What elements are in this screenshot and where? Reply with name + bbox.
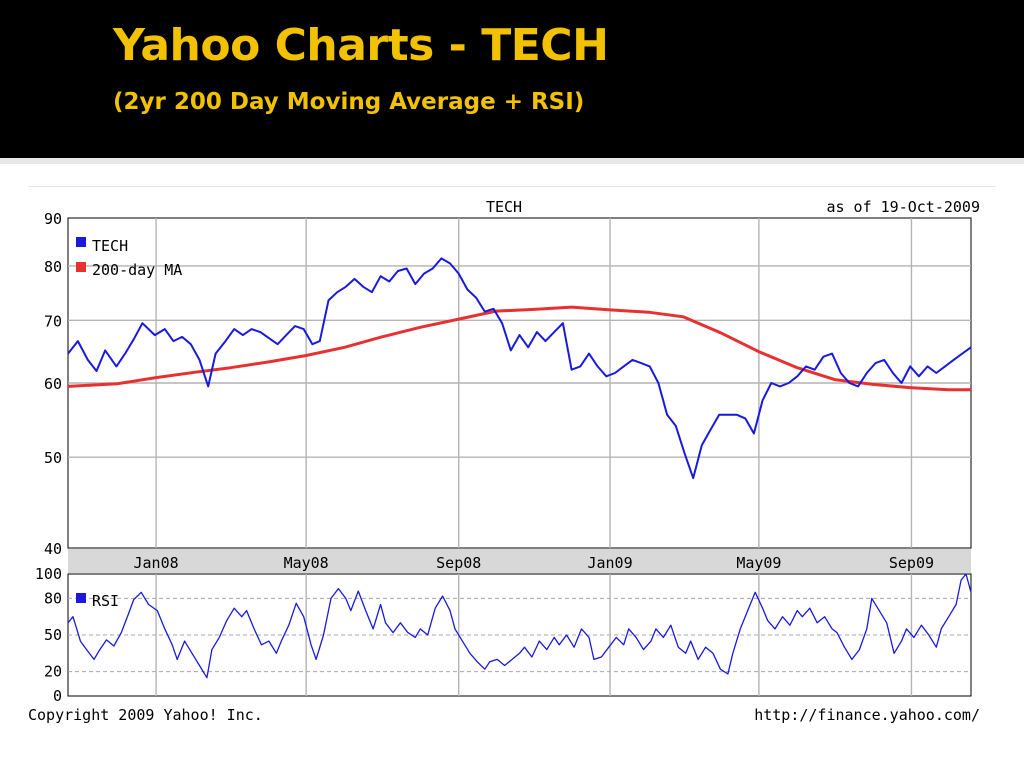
as-of-date: as of 19-Oct-2009 <box>826 198 980 216</box>
price-y-tick-label: 60 <box>44 375 62 393</box>
legend-swatch-rsi <box>76 593 86 603</box>
price-y-tick-label: 70 <box>44 312 62 330</box>
slide-title: Yahoo Charts - TECH <box>113 20 609 71</box>
rsi-legend: RSI <box>76 592 119 610</box>
date-tick-labels: Jan08 May08 Sep08 Jan09 May09 Sep09 <box>133 554 934 572</box>
rsi-y-tick-label: 0 <box>53 687 62 705</box>
date-tick-label: Jan08 <box>133 554 178 572</box>
price-legend: TECH 200-day MA <box>76 237 182 279</box>
date-tick-label: Jan09 <box>587 554 632 572</box>
rsi-y-tick-label: 20 <box>44 663 62 681</box>
date-tick-label: May09 <box>736 554 781 572</box>
legend-swatch-ma <box>76 262 86 272</box>
price-y-tick-label: 40 <box>44 540 62 558</box>
price-series <box>67 257 972 480</box>
rsi-series-line <box>67 573 972 679</box>
ma-series-line <box>67 305 971 392</box>
date-tick-label: May08 <box>284 554 329 572</box>
legend-swatch-tech <box>76 237 86 247</box>
legend-label-rsi: RSI <box>92 592 119 610</box>
rsi-y-tick-label: 50 <box>44 626 62 644</box>
price-y-tick-labels: 40 50 60 70 80 90 <box>44 210 62 558</box>
price-y-tick-label: 80 <box>44 258 62 276</box>
rsi-y-tick-label: 80 <box>44 589 62 607</box>
date-axis-background <box>68 549 971 573</box>
date-tick-label: Sep08 <box>436 554 481 572</box>
rsi-gridlines <box>68 574 971 696</box>
price-y-tick-label: 90 <box>44 210 62 228</box>
source-url: http://finance.yahoo.com/ <box>754 706 980 724</box>
legend-label-ma: 200-day MA <box>92 261 182 279</box>
content-top-rule <box>28 186 996 187</box>
legend-label-tech: TECH <box>92 237 128 255</box>
copyright-text: Copyright 2009 Yahoo! Inc. <box>28 706 263 724</box>
header-divider <box>0 158 1024 164</box>
price-y-tick-label: 50 <box>44 449 62 467</box>
rsi-series <box>67 573 972 679</box>
rsi-y-tick-labels: 0 20 50 80 100 <box>35 565 62 705</box>
price-panel: 40 50 60 70 80 90 TECH as of 19-Oct-2009 TECH… <box>44 198 980 558</box>
date-tick-label: Sep09 <box>889 554 934 572</box>
date-axis-band: Jan08 May08 Sep08 Jan09 May09 Sep09 <box>68 549 971 573</box>
rsi-y-tick-label: 100 <box>35 565 62 583</box>
rsi-panel: 0 20 50 80 100 RSI <box>35 565 972 705</box>
tech-price-series-line <box>67 257 972 480</box>
price-chart-title: TECH <box>486 198 522 216</box>
slide-subtitle: (2yr 200 Day Moving Average + RSI) <box>113 89 585 115</box>
slide-header: Yahoo Charts - TECH (2yr 200 Day Moving … <box>0 0 1024 158</box>
